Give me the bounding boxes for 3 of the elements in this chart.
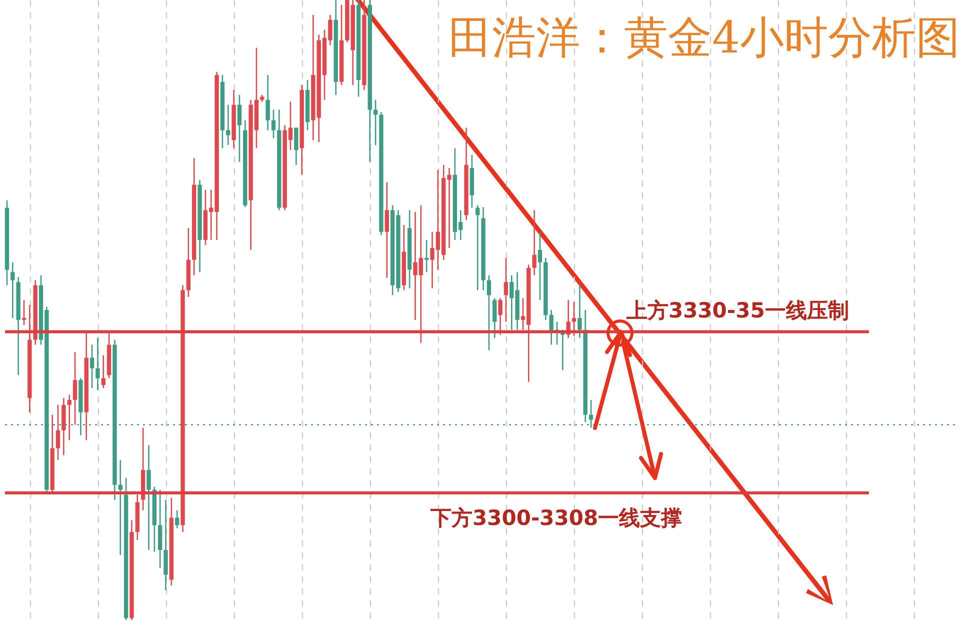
text: 田浩洋：黄金4小时分析图 — [448, 12, 960, 64]
ref-line-label: 下方3300-3308一线支撑 — [430, 506, 682, 530]
ref-line-label: 上方3330-35一线压制 — [625, 298, 849, 323]
